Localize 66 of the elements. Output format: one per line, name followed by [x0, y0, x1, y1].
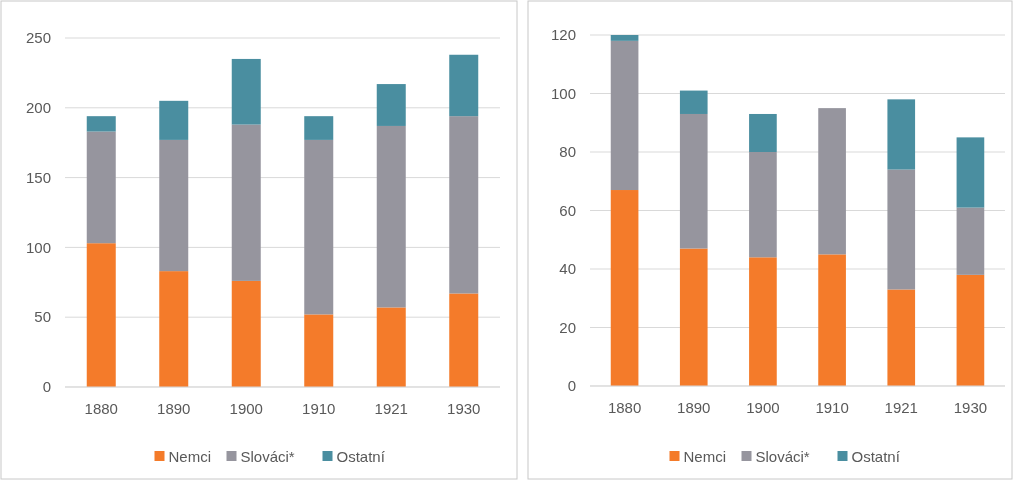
bar — [86, 243, 116, 387]
x-tick-label: 1910 — [302, 400, 336, 417]
y-tick-label: 100 — [25, 238, 51, 256]
bar — [679, 90, 708, 114]
y-tick-label: 200 — [25, 99, 51, 117]
x-tick-label: 1930 — [953, 399, 988, 416]
y-tick-label: 80 — [559, 143, 576, 161]
bar — [818, 108, 846, 255]
bar — [956, 274, 985, 386]
legend-label: Ostatní — [851, 448, 901, 466]
x-tick-label: 1930 — [447, 400, 481, 417]
y-tick-label: 100 — [550, 84, 576, 102]
legend-label: Ostatní — [336, 448, 386, 466]
bar — [376, 307, 406, 387]
bar — [159, 139, 189, 272]
bar — [679, 248, 708, 386]
bar — [749, 257, 777, 386]
bar — [956, 137, 985, 208]
bar — [376, 84, 406, 126]
bar — [818, 254, 846, 386]
x-tick-label: 1890 — [677, 399, 711, 416]
x-tick-label: 1921 — [884, 399, 918, 416]
x-tick-label: 1910 — [815, 399, 849, 416]
bar — [749, 152, 777, 258]
legend-label: Nemci — [683, 448, 727, 466]
bar — [304, 314, 334, 387]
x-tick-label: 1921 — [374, 400, 408, 417]
y-tick-label: 40 — [559, 260, 576, 278]
y-tick-label: 0 — [42, 378, 51, 396]
bar — [887, 289, 916, 386]
bar — [376, 125, 406, 308]
bar — [679, 113, 708, 249]
bar — [231, 58, 261, 125]
x-tick-label: 1880 — [607, 399, 642, 416]
bar — [159, 100, 189, 140]
x-tick-label: 1900 — [746, 399, 780, 416]
y-tick-label: 120 — [550, 26, 576, 44]
bar — [749, 113, 777, 152]
y-tick-label: 60 — [559, 201, 576, 219]
bar — [610, 35, 639, 41]
x-tick-label: 1890 — [157, 400, 191, 417]
legend-label: Nemci — [168, 448, 212, 466]
bar — [610, 190, 639, 386]
bar — [956, 207, 985, 275]
y-tick-label: 20 — [559, 318, 576, 336]
bar — [449, 116, 479, 294]
bar — [887, 99, 916, 170]
y-tick-label: 50 — [34, 308, 51, 326]
bar — [449, 54, 479, 117]
bar — [86, 131, 116, 244]
bar — [887, 169, 916, 290]
bar — [304, 139, 334, 315]
bar — [304, 116, 334, 140]
y-tick-label: 250 — [25, 29, 51, 47]
bar — [231, 280, 261, 387]
y-tick-label: 0 — [567, 377, 576, 395]
bar — [449, 293, 479, 387]
legend-label: Slováci* — [240, 448, 295, 466]
bar — [159, 271, 189, 387]
legend-label: Slováci* — [755, 448, 810, 466]
bar — [86, 116, 116, 132]
bar — [610, 40, 639, 191]
y-tick-label: 150 — [25, 168, 51, 186]
bar — [231, 124, 261, 281]
x-tick-label: 1880 — [84, 400, 118, 417]
x-tick-label: 1900 — [229, 400, 263, 417]
